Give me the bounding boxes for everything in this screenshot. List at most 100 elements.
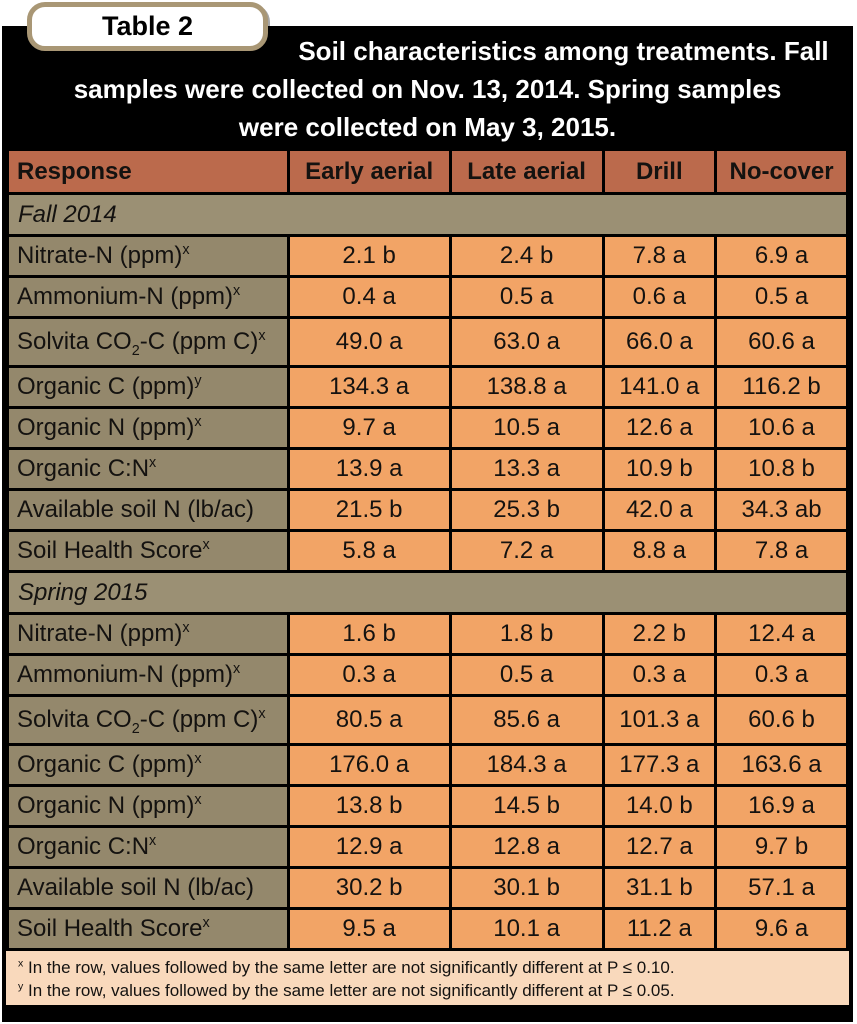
row-label: Solvita CO2-C (ppm C)x bbox=[6, 316, 290, 368]
table-row-organic-n-ppm: Organic N (ppm)x 9.7 a 10.5 a 12.6 a 10.6 a bbox=[6, 406, 849, 450]
table-row-soil-health-score: Soil Health Scorex 9.5 a 10.1 a 11.2 a 9.6 a bbox=[6, 907, 849, 951]
row-label: Organic N (ppm)x bbox=[6, 406, 290, 450]
value-cell: 12.4 a bbox=[714, 612, 849, 656]
value-cell: 60.6 b bbox=[714, 694, 849, 746]
value-cell: 14.5 b bbox=[448, 784, 605, 828]
row-label: Organic C (ppm)y bbox=[6, 365, 290, 409]
table-row-organic-c-n: Organic C:Nx 12.9 a 12.8 a 12.7 a 9.7 b bbox=[6, 825, 849, 869]
value-cell: 66.0 a bbox=[601, 316, 718, 368]
value-cell: 184.3 a bbox=[448, 743, 605, 787]
table-row-available-soil-n-lb-ac: Available soil N (lb/ac) 21.5 b 25.3 b 42.0… bbox=[6, 488, 849, 532]
footnote-reference: x bbox=[182, 620, 190, 636]
value-cell: 10.9 b bbox=[601, 447, 718, 491]
footnote-reference: x bbox=[194, 792, 202, 808]
table-frame: Soil characteristics among treatments. F… bbox=[2, 26, 853, 1022]
table-title: Soil characteristics among treatments. F… bbox=[2, 26, 853, 148]
row-label: Organic C:Nx bbox=[6, 825, 290, 869]
footnote-reference: x bbox=[202, 915, 210, 931]
value-cell: 30.2 b bbox=[286, 866, 452, 910]
value-cell: 10.5 a bbox=[448, 406, 605, 450]
value-cell: 0.5 a bbox=[714, 275, 849, 319]
table-row-organic-c-ppm: Organic C (ppm)x 176.0 a 184.3 a 177.3 a 163… bbox=[6, 743, 849, 787]
row-label: Organic C (ppm)x bbox=[6, 743, 290, 787]
section-row-spring-2015: Spring 2015 bbox=[6, 570, 849, 615]
value-cell: 0.5 a bbox=[448, 275, 605, 319]
table-row-soil-health-score: Soil Health Scorex 5.8 a 7.2 a 8.8 a 7.8 a bbox=[6, 529, 849, 573]
footnote-reference: x bbox=[194, 751, 202, 767]
value-cell: 14.0 b bbox=[601, 784, 718, 828]
value-cell: 10.1 a bbox=[448, 907, 605, 951]
value-cell: 13.8 b bbox=[286, 784, 452, 828]
row-label: Solvita CO2-C (ppm C)x bbox=[6, 694, 290, 746]
section-label: Fall 2014 bbox=[6, 192, 849, 237]
value-cell: 0.3 a bbox=[714, 653, 849, 697]
table-row-solvita-co-c-ppm-c: Solvita CO2-C (ppm C)x 80.5 a 85.6 a 101.3 … bbox=[6, 694, 849, 746]
value-cell: 134.3 a bbox=[286, 365, 452, 409]
footnote-reference: y bbox=[194, 373, 202, 389]
footnotes: x In the row, values followed by the sam… bbox=[6, 951, 849, 1005]
footnote-reference: x bbox=[194, 414, 202, 430]
label-subscript: 2 bbox=[131, 720, 140, 737]
value-cell: 138.8 a bbox=[448, 365, 605, 409]
value-cell: 9.6 a bbox=[714, 907, 849, 951]
value-cell: 101.3 a bbox=[601, 694, 718, 746]
table-row-nitrate-n-ppm: Nitrate-N (ppm)x 1.6 b 1.8 b 2.2 b 12.4 a bbox=[6, 612, 849, 656]
value-cell: 85.6 a bbox=[448, 694, 605, 746]
row-label: Available soil N (lb/ac) bbox=[6, 866, 290, 910]
value-cell: 12.7 a bbox=[601, 825, 718, 869]
value-cell: 2.4 b bbox=[448, 234, 605, 278]
value-cell: 9.7 b bbox=[714, 825, 849, 869]
value-cell: 0.6 a bbox=[601, 275, 718, 319]
table-number-badge: Table 2 bbox=[27, 2, 268, 51]
value-cell: 0.3 a bbox=[601, 653, 718, 697]
table-row-solvita-co-c-ppm-c: Solvita CO2-C (ppm C)x 49.0 a 63.0 a 66.0 a… bbox=[6, 316, 849, 368]
footnote-y-text: In the row, values followed by the same … bbox=[28, 981, 675, 1000]
table-row-available-soil-n-lb-ac: Available soil N (lb/ac) 30.2 b 30.1 b 31.1… bbox=[6, 866, 849, 910]
value-cell: 163.6 a bbox=[714, 743, 849, 787]
value-cell: 11.2 a bbox=[601, 907, 718, 951]
section-label: Spring 2015 bbox=[6, 570, 849, 615]
value-cell: 9.5 a bbox=[286, 907, 452, 951]
value-cell: 0.4 a bbox=[286, 275, 452, 319]
table-title-line-2: samples were collected on Nov. 13, 2014.… bbox=[73, 74, 782, 104]
value-cell: 12.8 a bbox=[448, 825, 605, 869]
column-header-row: Response Early aerial Late aerial Drill … bbox=[6, 148, 849, 195]
column-header-drill: Drill bbox=[601, 148, 718, 195]
value-cell: 1.6 b bbox=[286, 612, 452, 656]
value-cell: 63.0 a bbox=[448, 316, 605, 368]
value-cell: 13.9 a bbox=[286, 447, 452, 491]
value-cell: 5.8 a bbox=[286, 529, 452, 573]
table-row-ammonium-n-ppm: Ammonium-N (ppm)x 0.4 a 0.5 a 0.6 a 0.5 a bbox=[6, 275, 849, 319]
value-cell: 10.8 b bbox=[714, 447, 849, 491]
value-cell: 7.8 a bbox=[714, 529, 849, 573]
footnote-reference: x bbox=[233, 661, 241, 677]
value-cell: 34.3 ab bbox=[714, 488, 849, 532]
value-cell: 116.2 b bbox=[714, 365, 849, 409]
label-subscript: 2 bbox=[131, 342, 140, 359]
value-cell: 57.1 a bbox=[714, 866, 849, 910]
value-cell: 12.9 a bbox=[286, 825, 452, 869]
value-cell: 30.1 b bbox=[448, 866, 605, 910]
table-title-line-3: were collected on May 3, 2015. bbox=[238, 112, 617, 142]
value-cell: 2.1 b bbox=[286, 234, 452, 278]
row-label: Available soil N (lb/ac) bbox=[6, 488, 290, 532]
footnote-reference: x bbox=[258, 706, 266, 722]
value-cell: 80.5 a bbox=[286, 694, 452, 746]
value-cell: 16.9 a bbox=[714, 784, 849, 828]
footnote-y-marker: y bbox=[18, 980, 24, 993]
value-cell: 25.3 b bbox=[448, 488, 605, 532]
footnote-y: y In the row, values followed by the sam… bbox=[18, 979, 837, 1002]
row-label: Soil Health Scorex bbox=[6, 529, 290, 573]
value-cell: 12.6 a bbox=[601, 406, 718, 450]
value-cell: 60.6 a bbox=[714, 316, 849, 368]
footnote-x: x In the row, values followed by the sam… bbox=[18, 956, 837, 979]
value-cell: 7.2 a bbox=[448, 529, 605, 573]
footnote-x-text: In the row, values followed by the same … bbox=[28, 958, 675, 977]
table-row-ammonium-n-ppm: Ammonium-N (ppm)x 0.3 a 0.5 a 0.3 a 0.3 a bbox=[6, 653, 849, 697]
value-cell: 1.8 b bbox=[448, 612, 605, 656]
value-cell: 176.0 a bbox=[286, 743, 452, 787]
table-number-label: Table 2 bbox=[101, 11, 194, 41]
column-header-response: Response bbox=[6, 148, 290, 195]
table-row-organic-c-n: Organic C:Nx 13.9 a 13.3 a 10.9 b 10.8 b bbox=[6, 447, 849, 491]
